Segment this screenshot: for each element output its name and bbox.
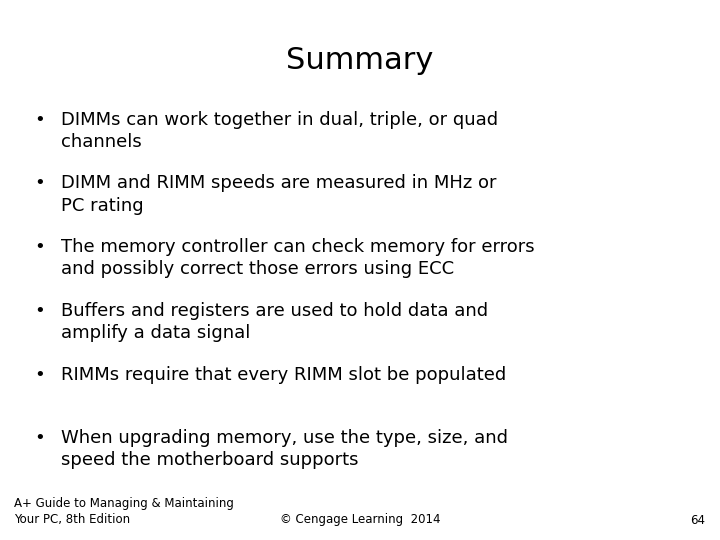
Text: Summary: Summary — [287, 46, 433, 75]
Text: •: • — [35, 174, 45, 192]
Text: •: • — [35, 429, 45, 447]
Text: The memory controller can check memory for errors
and possibly correct those err: The memory controller can check memory f… — [61, 238, 535, 278]
Text: When upgrading memory, use the type, size, and
speed the motherboard supports: When upgrading memory, use the type, siz… — [61, 429, 508, 469]
Text: 64: 64 — [690, 514, 706, 526]
Text: RIMMs require that every RIMM slot be populated: RIMMs require that every RIMM slot be po… — [61, 366, 506, 383]
Text: © Cengage Learning  2014: © Cengage Learning 2014 — [280, 514, 440, 526]
Text: A+ Guide to Managing & Maintaining
Your PC, 8th Edition: A+ Guide to Managing & Maintaining Your … — [14, 497, 234, 526]
Text: Buffers and registers are used to hold data and
amplify a data signal: Buffers and registers are used to hold d… — [61, 302, 488, 342]
Text: •: • — [35, 366, 45, 383]
Text: DIMMs can work together in dual, triple, or quad
channels: DIMMs can work together in dual, triple,… — [61, 111, 498, 151]
Text: •: • — [35, 302, 45, 320]
Text: •: • — [35, 238, 45, 256]
Text: DIMM and RIMM speeds are measured in MHz or
PC rating: DIMM and RIMM speeds are measured in MHz… — [61, 174, 497, 214]
Text: •: • — [35, 111, 45, 129]
